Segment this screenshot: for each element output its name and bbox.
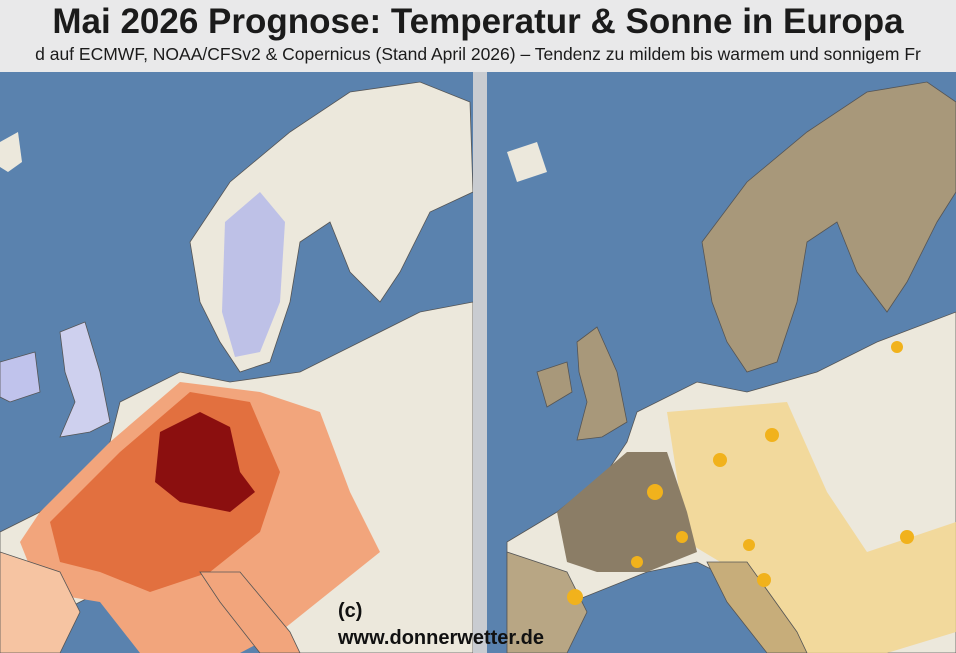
page-title: Mai 2026 Prognose: Temperatur & Sonne in…: [52, 2, 904, 41]
sun-icon: [765, 428, 779, 442]
page-subtitle: d auf ECMWF, NOAA/CFSv2 & Copernicus (St…: [35, 44, 921, 64]
sun-icon: [743, 539, 755, 551]
watermark: (c) www.donnerwetter.de: [338, 598, 544, 652]
land-scandinavia: [701, 81, 956, 373]
sun-icon: [900, 530, 914, 544]
land-britain: [59, 321, 111, 438]
dull-zone-france: [557, 452, 697, 572]
sunshine-map: [487, 72, 956, 653]
watermark-copyright: (c): [338, 600, 363, 622]
sun-icon: [631, 556, 643, 568]
watermark-url: www.donnerwetter.de: [338, 627, 544, 649]
sun-icon: [647, 484, 663, 500]
sun-icon: [567, 589, 583, 605]
sun-icon: [891, 341, 903, 353]
sun-icon: [757, 573, 771, 587]
panel-divider: [473, 72, 487, 653]
sun-icon: [676, 531, 688, 543]
cool-anomaly-sweden: [222, 192, 285, 357]
sun-icon: [713, 453, 727, 467]
sunny-zone: [667, 402, 956, 653]
temperature-map: [0, 72, 473, 653]
very-hot-anomaly-germany: [155, 412, 255, 512]
sun-icons: [567, 341, 914, 605]
